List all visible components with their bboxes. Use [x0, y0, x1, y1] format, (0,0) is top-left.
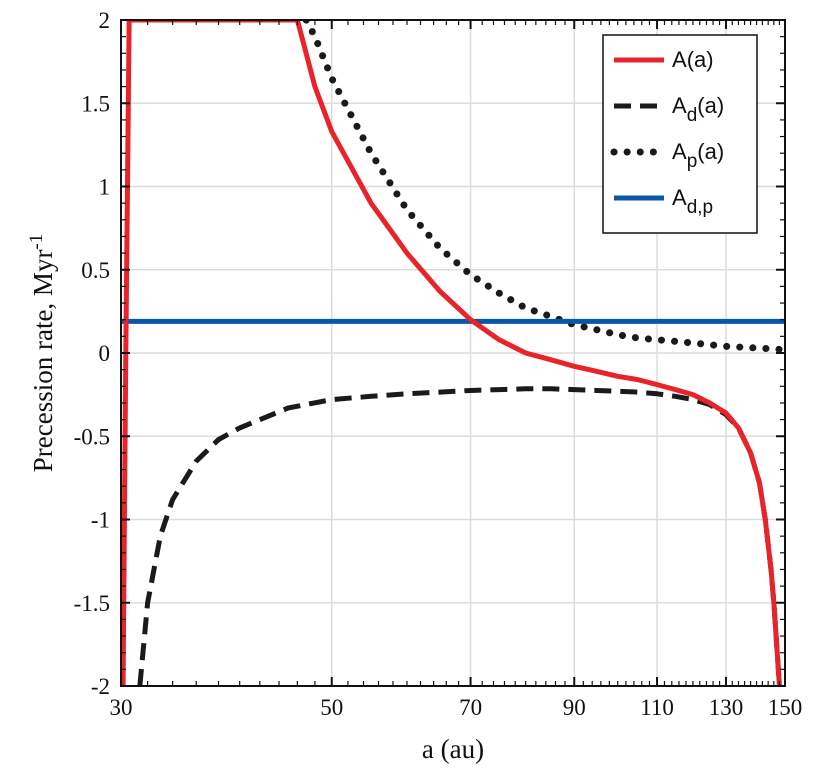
legend-label: Ap(a): [672, 139, 724, 172]
tick-labels: 30 50 70 90 110 130 150 -2 -1.5 -1 -0.5 0 0.5 1 1.5 2: [74, 8, 803, 720]
x-tick-label: 110: [640, 695, 674, 720]
x-tick-label: 30: [110, 695, 133, 720]
y-tick-label: -0.5: [74, 424, 110, 449]
series-line-a-d-a: [137, 386, 782, 686]
legend-label: Ad,p: [672, 185, 713, 218]
y-tick-label: 1.5: [81, 91, 110, 116]
x-tick-label: 130: [709, 695, 744, 720]
legend: A(a) Ad(a) Ap(a) Ad,p: [602, 34, 758, 234]
y-tick-label: -1: [91, 508, 110, 533]
series-line-a-p-a: [302, 20, 785, 354]
x-axis-title: a (au): [422, 734, 484, 764]
y-tick-label: 0: [99, 341, 111, 366]
y-axis-title: Precession rate, Myr-1: [26, 234, 58, 473]
y-tick-label: -1.5: [74, 591, 110, 616]
series-layer: [121, 20, 785, 686]
y-tick-label: 2: [99, 8, 111, 33]
y-tick-label: -2: [91, 674, 110, 699]
x-tick-label: 90: [563, 695, 586, 720]
y-axis-title-main: Precession rate, Myr: [28, 250, 58, 473]
legend-label: A(a): [672, 47, 714, 72]
y-tick-label: 0.5: [81, 258, 110, 283]
series-line-a-a: [121, 20, 782, 686]
axis-ticks: [120, 19, 786, 687]
y-tick-label: 1: [99, 175, 111, 200]
x-tick-label: 70: [459, 695, 482, 720]
y-axis-title-exponent: -1: [26, 234, 47, 250]
x-tick-label: 50: [320, 695, 343, 720]
legend-label: Ad(a): [672, 93, 724, 126]
x-tick-label: 150: [768, 695, 803, 720]
